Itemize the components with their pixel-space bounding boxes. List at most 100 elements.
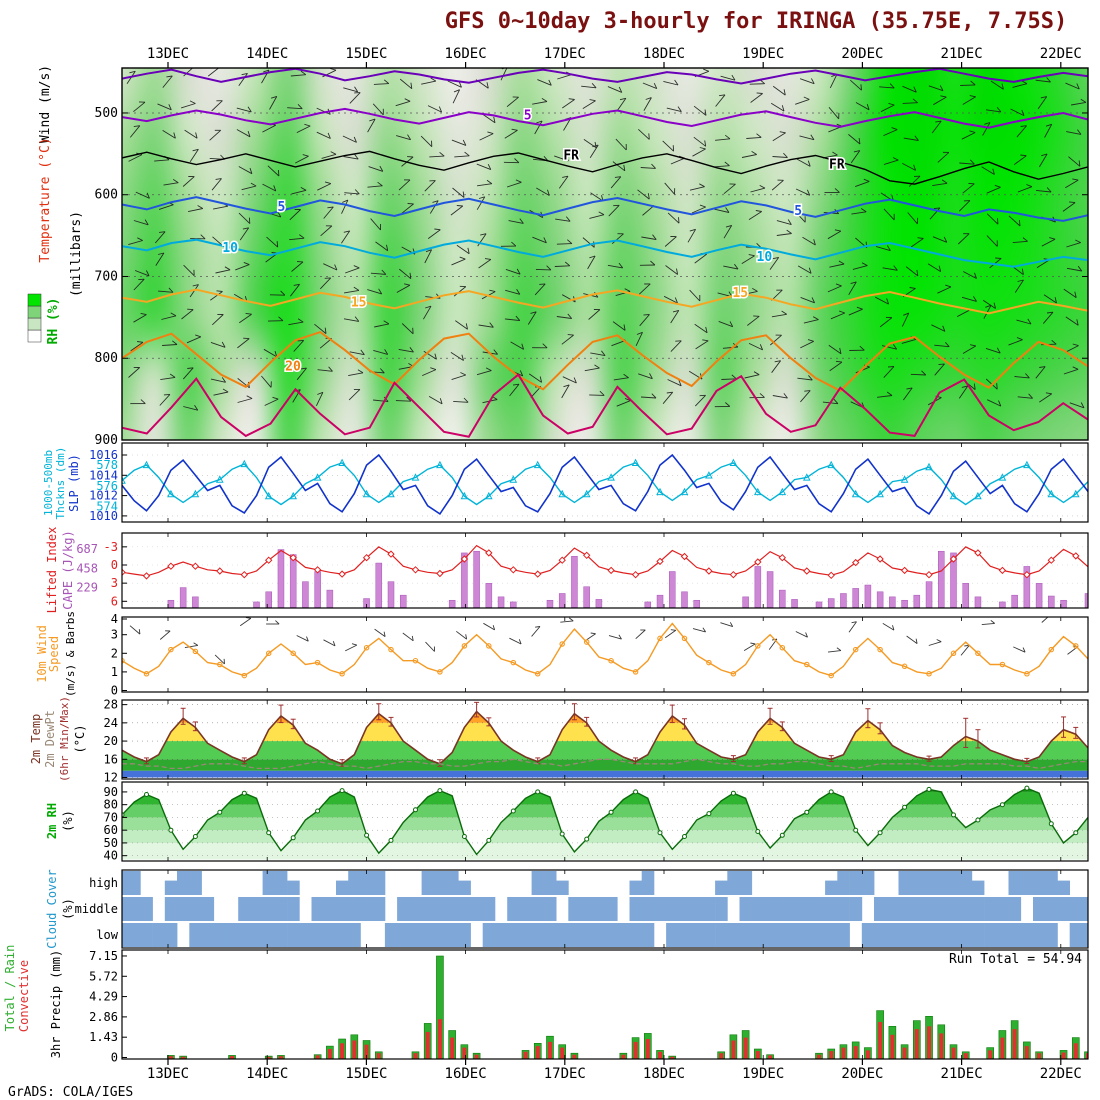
line: [157, 103, 172, 111]
rh-marker: [535, 789, 541, 795]
line: [354, 154, 359, 160]
line: [245, 312, 252, 315]
thickness-marker: [1071, 489, 1080, 498]
line: [138, 629, 141, 635]
thickness-marker: [533, 460, 542, 469]
thickness-tick: 574: [96, 500, 118, 514]
line: [590, 352, 606, 357]
line: [158, 204, 174, 210]
line: [1051, 339, 1057, 345]
cloud-block: [311, 897, 325, 921]
precip-conv-bar: [278, 1056, 283, 1059]
cloud-block: [1020, 923, 1034, 947]
cloud-block: [629, 880, 643, 895]
line: [886, 245, 891, 251]
line: [882, 623, 895, 631]
line: [516, 288, 521, 295]
cloud-panel-graphics: [122, 871, 1088, 947]
date-label-top: 18DEC: [643, 46, 685, 62]
cloud-block: [935, 871, 948, 895]
run-total-annotation: Run Total = 54.94: [949, 952, 1082, 967]
line: [800, 296, 815, 304]
line: [692, 628, 706, 633]
line: [937, 286, 952, 294]
line: [277, 211, 282, 218]
line: [888, 102, 895, 106]
line: [367, 185, 383, 188]
line: [982, 299, 996, 309]
line: [943, 236, 948, 243]
line: [519, 218, 524, 224]
cloud-block: [861, 871, 875, 895]
cloud-block: [971, 880, 985, 895]
line: [493, 116, 496, 123]
line: [812, 316, 819, 320]
rh-marker: [486, 837, 492, 843]
cloud-block: [287, 923, 300, 947]
line: [454, 155, 470, 158]
line: [460, 372, 466, 376]
thickness-marker: [607, 473, 615, 481]
cape-bar: [754, 566, 762, 608]
line: [567, 239, 573, 244]
wind-marker: [412, 657, 419, 664]
li-marker: [1047, 556, 1056, 564]
line: [184, 129, 198, 139]
cloud-block: [825, 923, 838, 947]
line: [354, 316, 360, 322]
line: [486, 82, 489, 89]
line: [429, 155, 445, 158]
date-label-bottom: 13DEC: [147, 1066, 189, 1082]
line: [1045, 392, 1052, 395]
precip-conv-bar: [890, 1034, 895, 1059]
rh-colorbar-cell: [27, 293, 42, 307]
line: [323, 206, 334, 219]
line: [353, 136, 357, 143]
line: [702, 627, 706, 633]
cloud-block: [935, 897, 948, 921]
line: [982, 122, 991, 136]
line: [343, 156, 359, 160]
line: [1045, 123, 1052, 127]
cape-bar: [1035, 583, 1043, 608]
line: [562, 99, 575, 109]
thickness-marker: [313, 473, 322, 481]
cloud-block: [666, 923, 679, 947]
line: [829, 74, 838, 89]
cloud-block: [250, 923, 263, 947]
line: [611, 339, 626, 347]
line: [806, 189, 811, 196]
line: [929, 207, 941, 220]
line: [937, 152, 950, 163]
line: [756, 92, 763, 94]
line: [635, 332, 643, 346]
line: [729, 321, 734, 327]
line: [479, 133, 494, 141]
line: [357, 369, 364, 374]
line: [811, 297, 816, 303]
temp-fill: [122, 711, 1088, 778]
line: [1035, 79, 1051, 83]
cloud-block: [984, 923, 997, 947]
li-marker: [607, 566, 615, 575]
line: [238, 73, 248, 86]
line: [875, 296, 889, 305]
li-marker: [313, 566, 322, 574]
cloud-block: [201, 897, 215, 921]
cloud-block: [556, 923, 569, 947]
rh-colorbar-cell: [27, 317, 42, 331]
line: [718, 320, 733, 328]
line: [480, 233, 487, 236]
precip-conv-bar: [621, 1054, 626, 1059]
pressure-tick: 800: [95, 351, 118, 366]
line: [369, 118, 376, 122]
line: [858, 138, 861, 145]
cloud-block: [164, 880, 178, 895]
thickness-marker: [582, 489, 591, 498]
rh-marker: [779, 832, 785, 838]
rh-tick: 40: [104, 849, 118, 863]
line: [853, 150, 860, 153]
line: [641, 236, 657, 240]
thickness-marker: [484, 491, 493, 500]
